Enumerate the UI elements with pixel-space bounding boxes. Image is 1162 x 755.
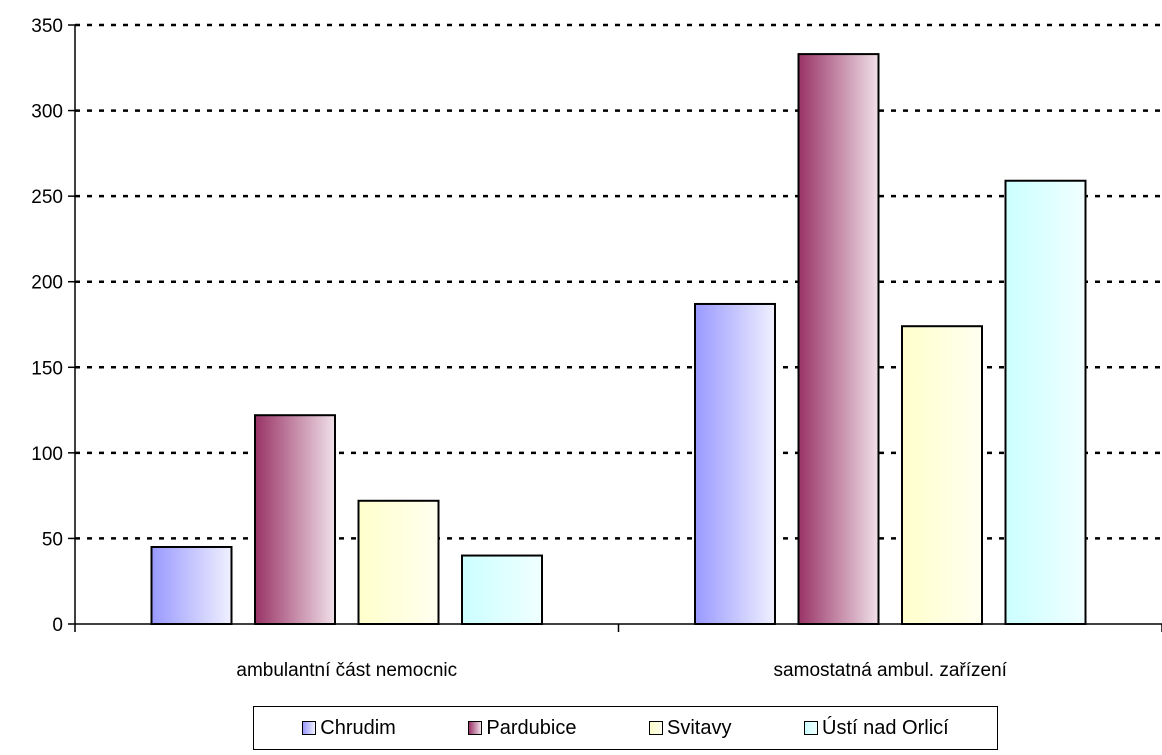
bar [901,325,983,625]
axes [74,25,1162,632]
bar [1004,179,1087,626]
y-tick-label: 100 [31,444,63,465]
legend-swatch [804,721,819,735]
y-tick-label: 50 [42,529,63,550]
legend-label: Svitavy [667,716,732,739]
bar [461,554,543,625]
bars [150,53,1087,626]
legend-swatch [468,721,483,735]
x-category-label: ambulantní část nemocnic [236,660,457,681]
bar [357,499,440,625]
y-tick-label: 250 [31,187,63,208]
legend-label: Pardubice [486,716,577,739]
legend-label: Ústí nad Orlicí [822,716,949,739]
bar [150,545,233,625]
legend-item: Svitavy [649,717,731,740]
grid [68,23,1162,625]
legend-item: Pardubice [468,717,576,740]
y-tick-label: 150 [31,358,63,379]
legend-item: Ústí nad Orlicí [804,717,949,740]
labels: 0 50 100 150 200 250 300 350 ambulantní část nem… [31,16,1007,681]
y-tick-label: 0 [52,615,63,636]
y-tick-label: 300 [31,102,63,123]
legend-swatch [302,721,317,735]
bar [694,302,776,625]
y-tick-label: 350 [31,16,63,37]
bar [797,53,880,625]
bar [254,414,336,625]
y-tick-label: 200 [31,273,63,294]
x-category-label: samostatná ambul. zařízení [774,660,1008,681]
legend-swatch [649,721,663,735]
chart: 0 50 100 150 200 250 300 350 ambulantní část nem… [31,16,1162,681]
legend-label: Chrudim [320,716,396,739]
legend: Chrudim Pardubice Svitavy Ústí nad Orlicí [253,706,998,750]
legend-item: Chrudim [302,717,396,740]
